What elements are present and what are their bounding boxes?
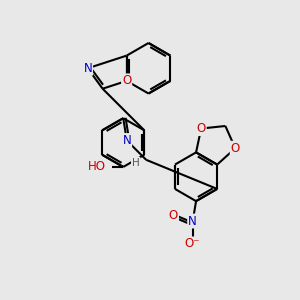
Text: O: O	[196, 122, 206, 135]
Text: O: O	[169, 209, 178, 223]
Text: HO: HO	[87, 160, 105, 173]
Text: O: O	[231, 142, 240, 155]
Text: N: N	[122, 134, 131, 147]
Text: N: N	[188, 214, 197, 227]
Text: O: O	[122, 74, 131, 87]
Text: H: H	[132, 158, 140, 168]
Text: N: N	[83, 62, 92, 75]
Text: O⁻: O⁻	[185, 237, 200, 250]
